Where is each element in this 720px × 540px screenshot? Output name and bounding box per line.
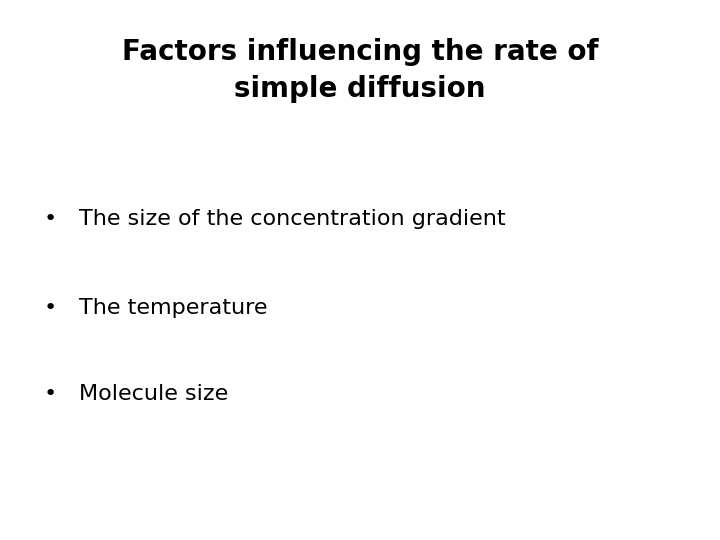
Text: •: • <box>44 298 57 318</box>
Text: The size of the concentration gradient: The size of the concentration gradient <box>79 208 506 229</box>
Text: Factors influencing the rate of
simple diffusion: Factors influencing the rate of simple d… <box>122 38 598 103</box>
Text: Molecule size: Molecule size <box>79 384 228 404</box>
Text: The temperature: The temperature <box>79 298 268 318</box>
Text: •: • <box>44 384 57 404</box>
Text: •: • <box>44 208 57 229</box>
